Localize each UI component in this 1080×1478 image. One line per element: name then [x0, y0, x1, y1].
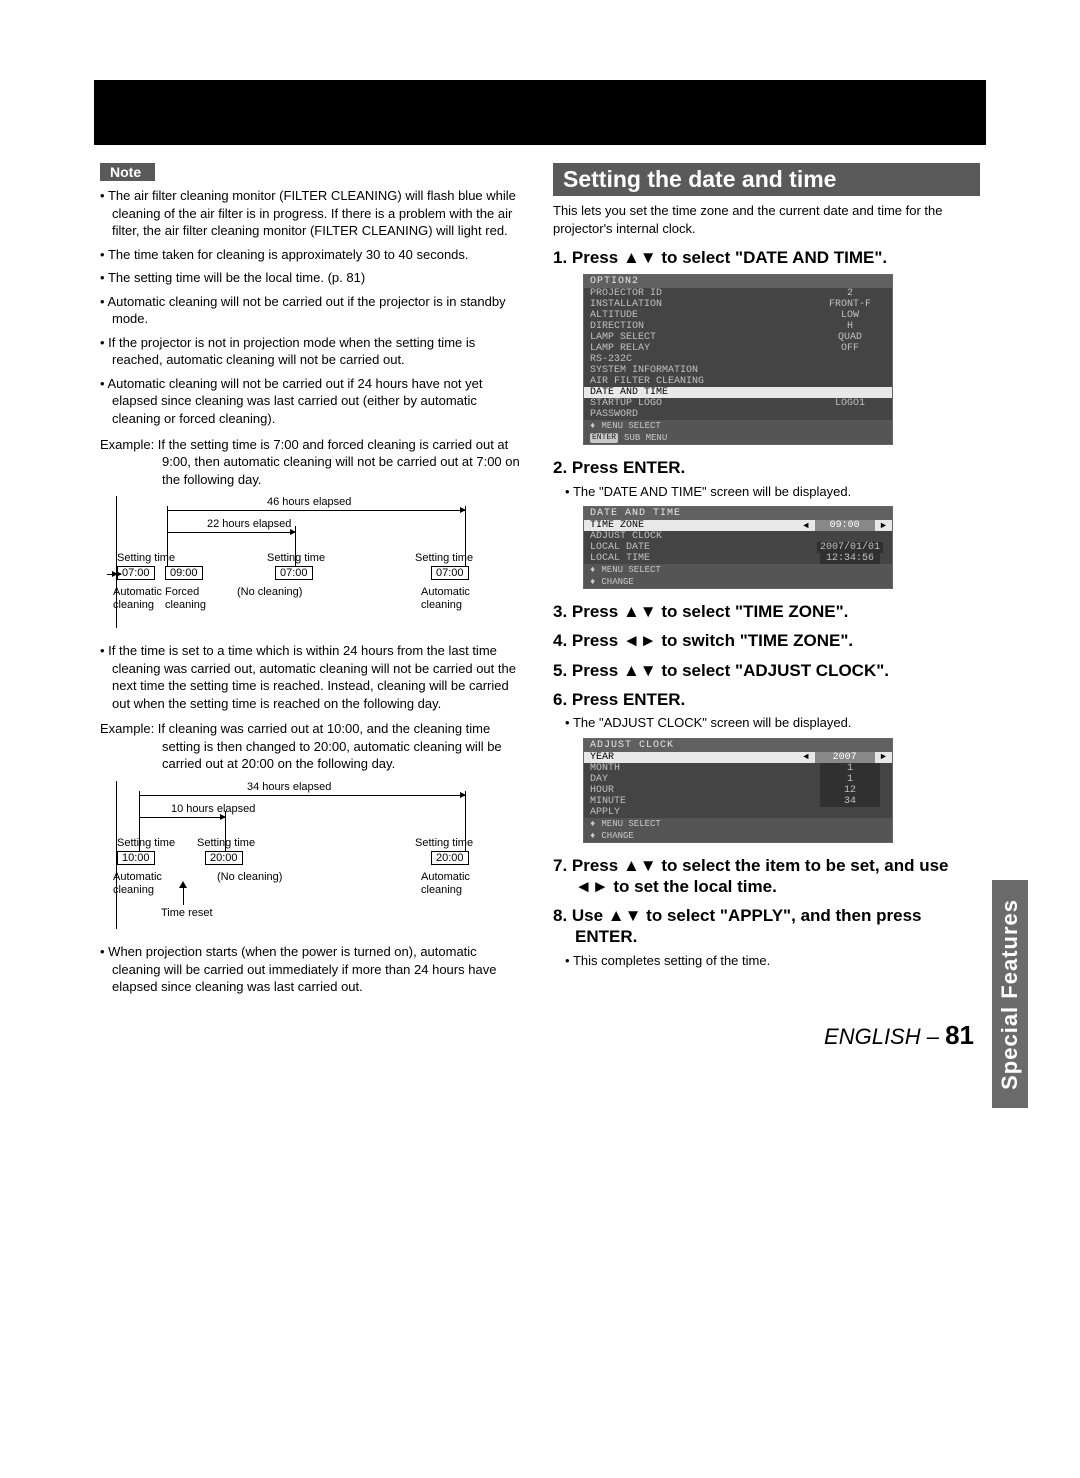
step-8: 8. Use ▲▼ to select "APPLY", and then pr… — [553, 905, 980, 948]
left-column: Note The air filter cleaning monitor (FI… — [100, 163, 527, 1004]
bullet-item: Automatic cleaning will not be carried o… — [100, 293, 527, 328]
note-label: Note — [100, 163, 155, 181]
note-bullets-bottom: When projection starts (when the power i… — [100, 943, 527, 996]
step-5: 5. Press ▲▼ to select "ADJUST CLOCK". — [553, 660, 980, 681]
menu-option2: OPTION2PROJECTOR ID2INSTALLATIONFRONT-FA… — [583, 274, 893, 445]
step-3: 3. Press ▲▼ to select "TIME ZONE". — [553, 601, 980, 622]
section-title: Setting the date and time — [553, 163, 980, 196]
step-6-sub: The "ADJUST CLOCK" screen will be displa… — [553, 714, 980, 732]
bullet-item: The air filter cleaning monitor (FILTER … — [100, 187, 527, 240]
step-2: 2. Press ENTER. — [553, 457, 980, 478]
section-intro: This lets you set the time zone and the … — [553, 202, 980, 237]
timeline-diagram-1: 46 hours elapsed 22 hours elapsed Settin… — [116, 496, 527, 628]
menu-adjust-clock: ADJUST CLOCKYEAR◄2007►MONTH1DAY1HOUR12MI… — [583, 738, 893, 843]
example-1: Example: If the setting time is 7:00 and… — [100, 436, 527, 489]
note-bullets-top: The air filter cleaning monitor (FILTER … — [100, 187, 527, 428]
bullet-item: If the time is set to a time which is wi… — [100, 642, 527, 712]
step-2-sub: The "DATE AND TIME" screen will be displ… — [553, 483, 980, 501]
right-column: Setting the date and time This lets you … — [553, 163, 980, 1004]
step-4: 4. Press ◄► to switch "TIME ZONE". — [553, 630, 980, 651]
page-footer: ENGLISH – 81 — [100, 1020, 980, 1051]
step-8-sub: This completes setting of the time. — [553, 952, 980, 970]
note-bullets-mid: If the time is set to a time which is wi… — [100, 642, 527, 712]
bullet-item: When projection starts (when the power i… — [100, 943, 527, 996]
bullet-item: If the projector is not in projection mo… — [100, 334, 527, 369]
step-1: 1. Press ▲▼ to select "DATE AND TIME". — [553, 247, 980, 268]
bullet-item: The setting time will be the local time.… — [100, 269, 527, 287]
timeline-diagram-2: 34 hours elapsed 10 hours elapsed Settin… — [116, 781, 527, 929]
bullet-item: Automatic cleaning will not be carried o… — [100, 375, 527, 428]
step-6: 6. Press ENTER. — [553, 689, 980, 710]
bullet-item: The time taken for cleaning is approxima… — [100, 246, 527, 264]
header-black-band — [94, 80, 986, 145]
menu-date-and-time: DATE AND TIMETIME ZONE◄09:00►ADJUST CLOC… — [583, 506, 893, 589]
side-tab: Special Features — [992, 880, 1028, 1108]
example-2: Example: If cleaning was carried out at … — [100, 720, 527, 773]
step-7: 7. Press ▲▼ to select the item to be set… — [553, 855, 980, 898]
